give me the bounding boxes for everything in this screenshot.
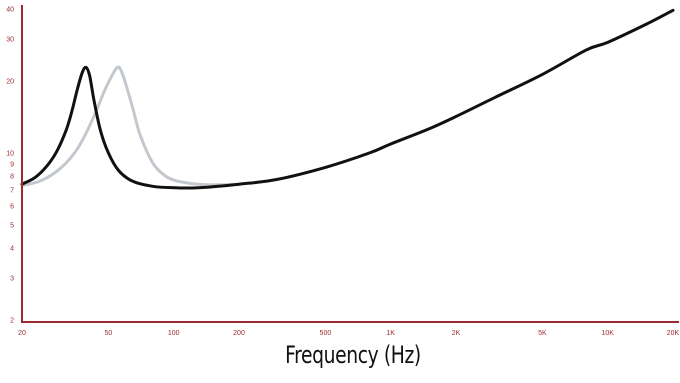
x-axis-title: Frequency (Hz) <box>285 341 421 369</box>
x-tick-label: 20K <box>667 330 680 337</box>
y-tick-label: 5 <box>10 222 14 229</box>
y-tick-label: 2 <box>10 318 14 325</box>
x-tick-label: 5K <box>538 330 547 337</box>
x-tick-label: 500 <box>320 330 332 337</box>
y-tick-labels: 2 3 4 5 6 7 8 9 10 20 30 40 <box>6 7 14 325</box>
series-line-1 <box>20 65 241 188</box>
x-tick-label: 200 <box>233 330 245 337</box>
y-tick-label: 40 <box>6 7 14 14</box>
y-tick-label: 3 <box>10 275 14 282</box>
x-tick-labels: 20 50 100 200 500 1K 2K 5K 10K 20K <box>18 330 679 337</box>
x-tick-label: 20 <box>18 330 26 337</box>
y-tick-label: 9 <box>10 161 14 168</box>
series-line-2 <box>20 8 675 190</box>
y-tick-label: 10 <box>6 150 14 157</box>
series-layer <box>20 8 675 190</box>
x-tick-label: 50 <box>105 330 113 337</box>
x-tick-label: 100 <box>168 330 180 337</box>
y-tick-label: 4 <box>10 246 14 253</box>
y-tick-label: 6 <box>10 203 14 210</box>
y-tick-label: 7 <box>10 187 14 194</box>
x-tick-label: 10K <box>601 330 614 337</box>
x-tick-label: 1K <box>386 330 395 337</box>
y-tick-label: 20 <box>6 79 14 86</box>
x-tick-label: 2K <box>452 330 461 337</box>
y-tick-label: 30 <box>6 36 14 43</box>
y-tick-label: 8 <box>10 174 14 181</box>
